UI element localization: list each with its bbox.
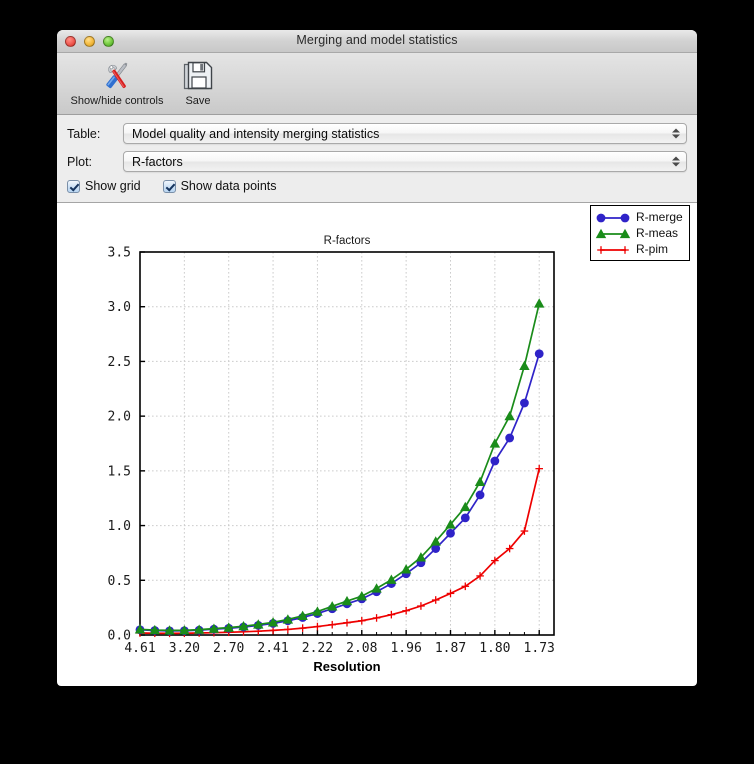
checkmark-icon bbox=[162, 179, 176, 193]
show-grid-checkbox[interactable]: Show grid bbox=[67, 179, 141, 193]
svg-text:1.80: 1.80 bbox=[479, 641, 510, 656]
svg-text:0.0: 0.0 bbox=[108, 629, 131, 644]
show-hide-controls-button[interactable]: Show/hide controls bbox=[65, 57, 169, 107]
chevron-updown-icon bbox=[671, 126, 680, 141]
plot-label: Plot: bbox=[67, 154, 93, 169]
save-button[interactable]: Save bbox=[169, 57, 227, 107]
svg-text:2.0: 2.0 bbox=[108, 410, 131, 425]
svg-text:2.22: 2.22 bbox=[302, 641, 333, 656]
legend-item-r-pim: R-pim bbox=[595, 241, 683, 257]
chevron-updown-icon bbox=[671, 154, 680, 169]
svg-text:1.5: 1.5 bbox=[108, 464, 131, 479]
svg-text:0.5: 0.5 bbox=[108, 574, 131, 589]
legend-marker-triangle-icon bbox=[595, 227, 631, 239]
checkmark-icon bbox=[67, 179, 80, 193]
minimize-window-button[interactable] bbox=[84, 36, 95, 47]
save-label: Save bbox=[185, 95, 211, 107]
svg-text:3.5: 3.5 bbox=[108, 246, 131, 261]
svg-text:4.61: 4.61 bbox=[124, 641, 155, 656]
show-data-points-checkbox[interactable]: Show data points bbox=[162, 179, 277, 193]
legend-marker-plus-icon bbox=[595, 243, 631, 255]
window-title: Merging and model statistics bbox=[296, 33, 458, 47]
controls-panel: Table: Model quality and intensity mergi… bbox=[57, 115, 697, 203]
app-window: Merging and model statistics bbox=[57, 30, 697, 686]
table-select-value: Model quality and intensity merging stat… bbox=[132, 126, 380, 141]
plot-select[interactable]: R-factors bbox=[123, 151, 687, 172]
svg-text:3.0: 3.0 bbox=[108, 300, 131, 315]
plot-select-value: R-factors bbox=[132, 154, 183, 169]
tools-icon bbox=[99, 59, 135, 93]
svg-text:1.87: 1.87 bbox=[435, 641, 466, 656]
legend-item-r-meas: R-meas bbox=[595, 225, 683, 241]
svg-text:2.5: 2.5 bbox=[108, 355, 131, 370]
show-data-points-label: Show data points bbox=[180, 179, 277, 193]
table-select[interactable]: Model quality and intensity merging stat… bbox=[123, 123, 687, 144]
svg-text:2.70: 2.70 bbox=[213, 641, 244, 656]
checkbox-row: Show grid Show data points bbox=[67, 179, 687, 193]
legend-label: R-merge bbox=[636, 210, 683, 224]
maximize-window-button[interactable] bbox=[103, 36, 114, 47]
svg-text:R-factors: R-factors bbox=[324, 235, 371, 247]
table-label: Table: bbox=[67, 126, 101, 141]
title-bar: Merging and model statistics bbox=[57, 30, 697, 53]
svg-text:1.96: 1.96 bbox=[390, 641, 421, 656]
svg-text:2.08: 2.08 bbox=[346, 641, 377, 656]
legend-label: R-pim bbox=[636, 242, 668, 256]
show-hide-controls-label: Show/hide controls bbox=[70, 95, 164, 107]
plot-panel: 0.0 0.5 1.0 1.5 2.0 2.5 3.0 3.5 4.61 3.20 2.70 2.41… bbox=[57, 203, 697, 677]
chart-legend: R-merge R-meas R-pim bbox=[590, 205, 690, 261]
toolbar: Show/hide controls Save bbox=[57, 53, 697, 115]
svg-text:1.0: 1.0 bbox=[108, 519, 131, 534]
svg-text:1.73: 1.73 bbox=[524, 641, 555, 656]
legend-label: R-meas bbox=[636, 226, 679, 240]
svg-text:Resolution: Resolution bbox=[313, 659, 380, 674]
show-grid-label: Show grid bbox=[85, 179, 141, 193]
close-window-button[interactable] bbox=[65, 36, 76, 47]
svg-text:3.20: 3.20 bbox=[169, 641, 200, 656]
table-row: Table: Model quality and intensity mergi… bbox=[67, 123, 687, 144]
r-factors-chart: 0.0 0.5 1.0 1.5 2.0 2.5 3.0 3.5 4.61 3.20 2.70 2.41… bbox=[108, 235, 555, 674]
plot-row: Plot: R-factors bbox=[67, 151, 687, 172]
legend-item-r-merge: R-merge bbox=[595, 209, 683, 225]
floppy-disk-save-icon bbox=[182, 59, 214, 93]
legend-marker-circle-icon bbox=[595, 211, 631, 223]
svg-text:2.41: 2.41 bbox=[257, 641, 288, 656]
